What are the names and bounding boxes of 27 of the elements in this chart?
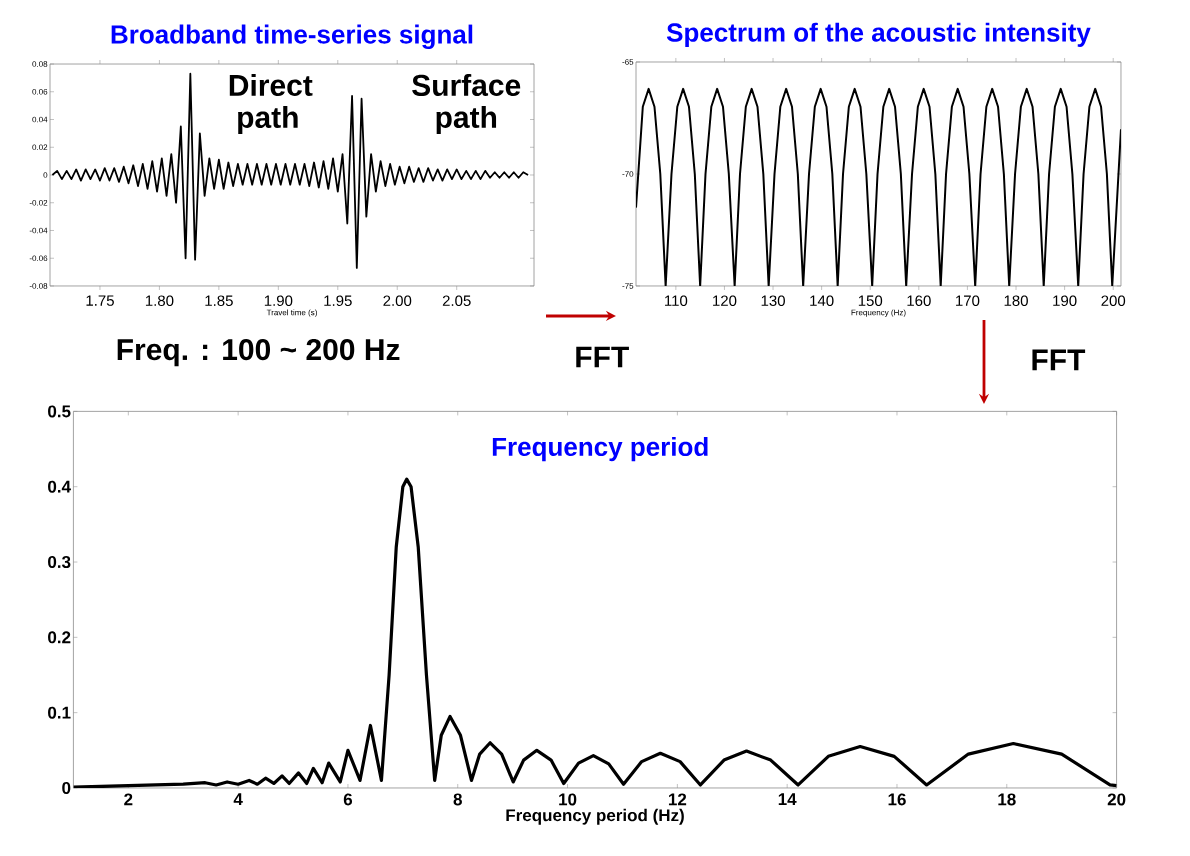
y-tick-label: 0.5 <box>48 405 71 418</box>
chart-title: Broadband time-series signal <box>111 24 473 49</box>
chart-title: Spectrum of the acoustic intensity <box>666 22 1091 47</box>
text: Frequency period <box>492 436 708 462</box>
text: FFT <box>576 346 629 368</box>
x-axis-title: Frequency period (Hz) <box>506 808 684 825</box>
x-tick-label: 16 <box>888 793 906 806</box>
y-tick-label: 0.3 <box>48 556 71 569</box>
y-tick-label: 0.2 <box>48 631 71 644</box>
annotation: Surface path <box>412 73 521 134</box>
line-series <box>51 72 529 269</box>
annotation: Direct path <box>229 73 313 134</box>
y-tick-label: 0.4 <box>48 480 71 493</box>
x-tick-label: 14 <box>778 793 797 806</box>
x-tick-label: 18 <box>998 793 1016 806</box>
text: Freq. : 100 ~ 200 Hz <box>117 338 400 367</box>
text: FFT <box>1032 349 1086 371</box>
x-tick-label: 8 <box>453 793 462 806</box>
line-series <box>636 87 1121 286</box>
x-tick-label: 20 <box>1107 793 1126 806</box>
x-tick-label: 6 <box>343 793 353 806</box>
x-tick-label: 4 <box>233 793 243 806</box>
x-tick-label: 2 <box>124 793 133 806</box>
y-tick-label: 0 <box>62 781 71 794</box>
y-tick-label: 0.1 <box>48 706 71 719</box>
x-tick-label: 10 <box>559 793 577 806</box>
x-tick-label: 12 <box>668 793 687 806</box>
